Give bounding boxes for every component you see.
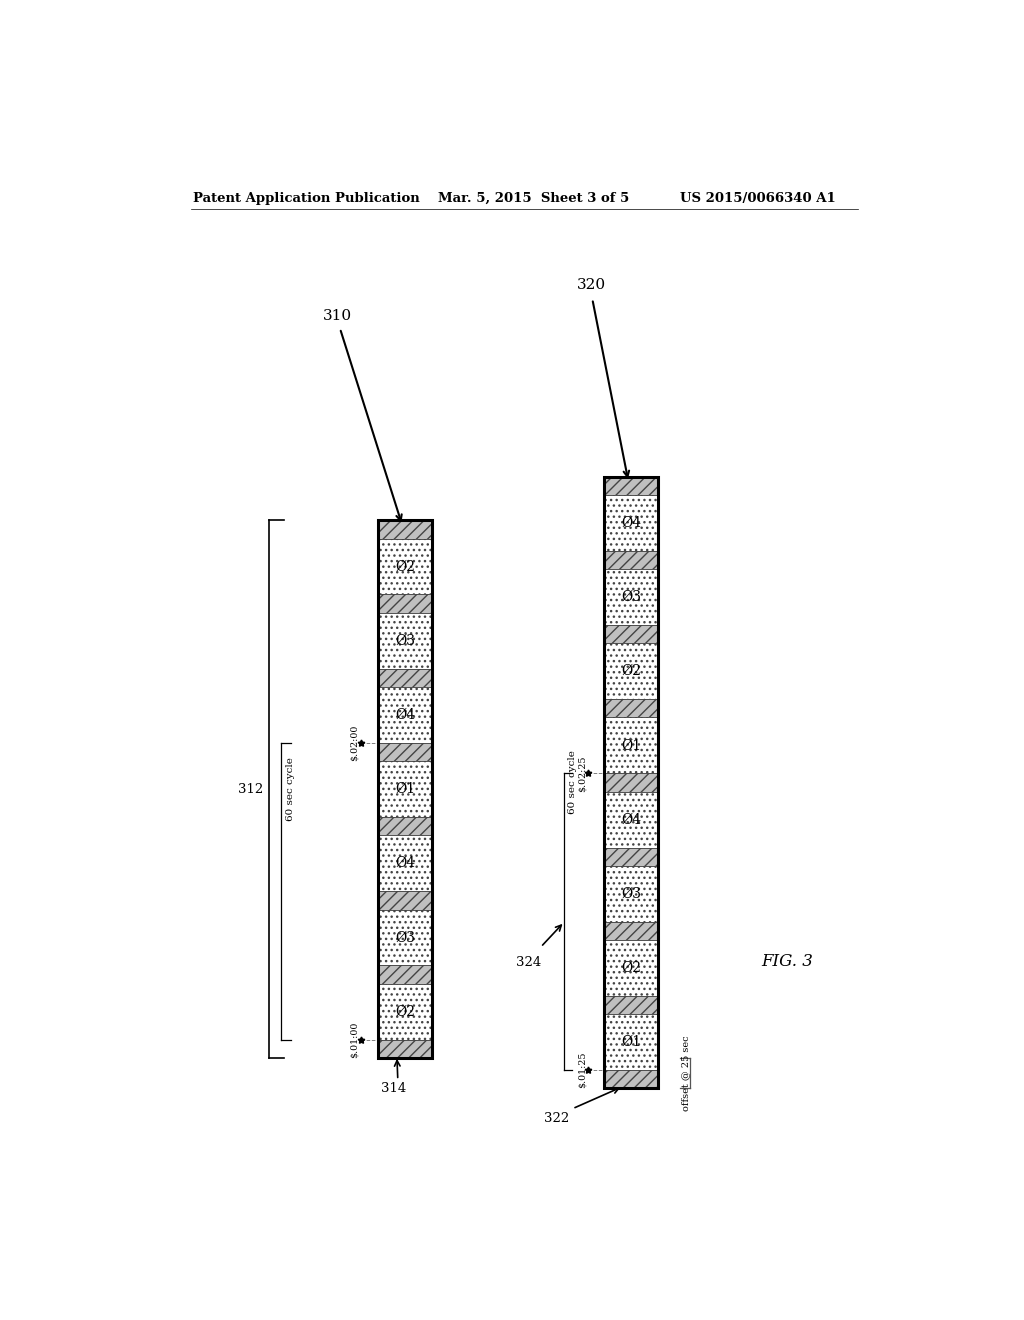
- Bar: [604, 569, 658, 624]
- Bar: [378, 669, 432, 686]
- Bar: [604, 700, 658, 718]
- Bar: [604, 477, 658, 495]
- Bar: [378, 983, 432, 1040]
- Text: 60 sec cycle: 60 sec cycle: [286, 758, 295, 821]
- Bar: [604, 792, 658, 847]
- Bar: [378, 743, 432, 762]
- Text: Ø2: Ø2: [622, 664, 641, 678]
- Bar: [378, 909, 432, 965]
- Text: $.02:00: $.02:00: [349, 725, 358, 762]
- Bar: [604, 718, 658, 774]
- Bar: [604, 995, 658, 1014]
- Bar: [378, 686, 432, 743]
- Text: Patent Application Publication: Patent Application Publication: [194, 191, 420, 205]
- Bar: [604, 643, 658, 700]
- Text: Ø1: Ø1: [622, 738, 641, 752]
- Text: 314: 314: [381, 1082, 407, 1094]
- Text: $.01:25: $.01:25: [578, 1052, 587, 1089]
- Bar: [378, 891, 432, 909]
- Text: Ø3: Ø3: [395, 634, 415, 648]
- Bar: [604, 774, 658, 792]
- Bar: [604, 624, 658, 643]
- Text: offset @ 25 sec: offset @ 25 sec: [681, 1035, 690, 1111]
- Text: $.01:00: $.01:00: [349, 1022, 358, 1057]
- Bar: [604, 550, 658, 569]
- Text: Ø4: Ø4: [395, 857, 415, 870]
- Text: Ø3: Ø3: [395, 931, 415, 945]
- Text: $.02:25: $.02:25: [578, 755, 587, 792]
- Text: Ø4: Ø4: [622, 516, 641, 529]
- Bar: [604, 1071, 658, 1089]
- Bar: [604, 940, 658, 995]
- Text: Mar. 5, 2015  Sheet 3 of 5: Mar. 5, 2015 Sheet 3 of 5: [437, 191, 629, 205]
- Bar: [604, 1014, 658, 1071]
- Text: Ø2: Ø2: [395, 560, 415, 573]
- Text: Ø1: Ø1: [395, 781, 415, 796]
- Text: Ø3: Ø3: [622, 887, 641, 900]
- Text: US 2015/0066340 A1: US 2015/0066340 A1: [680, 191, 836, 205]
- Bar: [378, 594, 432, 612]
- Bar: [378, 762, 432, 817]
- Bar: [378, 965, 432, 983]
- Bar: [378, 612, 432, 669]
- Text: Ø1: Ø1: [622, 1035, 641, 1049]
- Bar: [378, 520, 432, 539]
- Bar: [378, 836, 432, 891]
- Bar: [604, 477, 658, 1089]
- Text: 324: 324: [516, 956, 542, 969]
- Text: 312: 312: [238, 783, 263, 796]
- Bar: [378, 539, 432, 594]
- Bar: [604, 866, 658, 921]
- Bar: [604, 495, 658, 550]
- Text: 322: 322: [544, 1113, 569, 1126]
- Bar: [378, 817, 432, 836]
- Text: 60 sec cycle: 60 sec cycle: [568, 751, 577, 814]
- Text: Ø2: Ø2: [622, 961, 641, 975]
- Text: Ø3: Ø3: [622, 590, 641, 605]
- Text: Ø4: Ø4: [395, 708, 415, 722]
- Bar: [604, 921, 658, 940]
- Bar: [378, 1040, 432, 1057]
- Bar: [604, 847, 658, 866]
- Text: FIG. 3: FIG. 3: [761, 953, 813, 970]
- Text: 320: 320: [577, 279, 605, 293]
- Text: Ø2: Ø2: [395, 1005, 415, 1019]
- Text: 310: 310: [323, 309, 351, 323]
- Text: Ø4: Ø4: [622, 813, 641, 826]
- Bar: [378, 520, 432, 1057]
